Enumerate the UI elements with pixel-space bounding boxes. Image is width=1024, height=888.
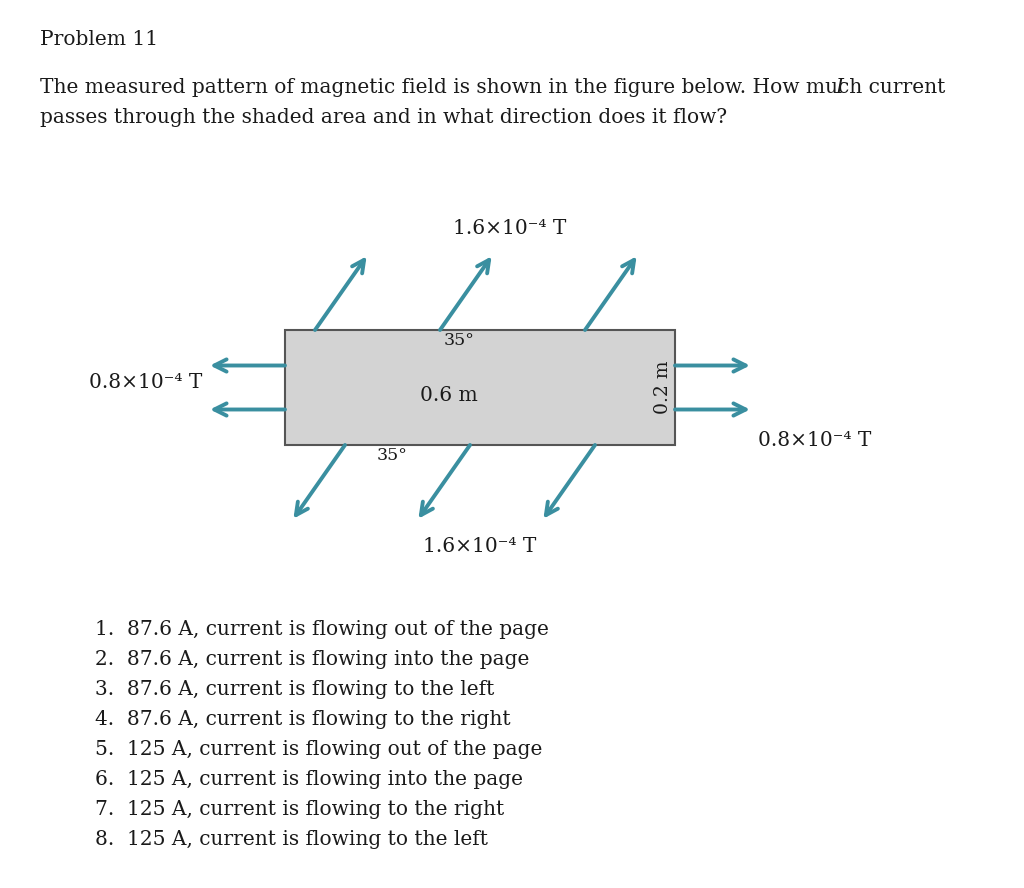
Text: 35°: 35°	[444, 332, 475, 349]
Text: 0.8×10⁻⁴ T: 0.8×10⁻⁴ T	[89, 373, 202, 392]
Text: 35°: 35°	[377, 447, 408, 464]
Bar	[285, 330, 675, 445]
Text: I: I	[835, 78, 843, 97]
Text: The measured pattern of magnetic field is shown in the figure below. How much cu: The measured pattern of magnetic field i…	[40, 78, 951, 97]
Text: 0.6 m: 0.6 m	[420, 386, 477, 405]
Text: Problem 11: Problem 11	[40, 30, 158, 49]
Text: 6.  125 A, current is flowing into the page: 6. 125 A, current is flowing into the pa…	[95, 770, 523, 789]
Text: 8.  125 A, current is flowing to the left: 8. 125 A, current is flowing to the left	[95, 830, 488, 849]
Text: 7.  125 A, current is flowing to the right: 7. 125 A, current is flowing to the righ…	[95, 800, 504, 819]
Text: 2.  87.6 A, current is flowing into the page: 2. 87.6 A, current is flowing into the p…	[95, 650, 529, 669]
Text: 0.8×10⁻⁴ T: 0.8×10⁻⁴ T	[758, 431, 871, 449]
Text: passes through the shaded area and in what direction does it flow?: passes through the shaded area and in wh…	[40, 108, 727, 127]
Text: 4.  87.6 A, current is flowing to the right: 4. 87.6 A, current is flowing to the rig…	[95, 710, 511, 729]
Text: 1.6×10⁻⁴ T: 1.6×10⁻⁴ T	[423, 536, 537, 556]
Text: 3.  87.6 A, current is flowing to the left: 3. 87.6 A, current is flowing to the lef…	[95, 680, 495, 699]
Text: 1.  87.6 A, current is flowing out of the page: 1. 87.6 A, current is flowing out of the…	[95, 620, 549, 639]
Text: 5.  125 A, current is flowing out of the page: 5. 125 A, current is flowing out of the …	[95, 740, 543, 759]
Text: 0.2 m: 0.2 m	[654, 361, 672, 414]
Text: 1.6×10⁻⁴ T: 1.6×10⁻⁴ T	[454, 219, 566, 238]
